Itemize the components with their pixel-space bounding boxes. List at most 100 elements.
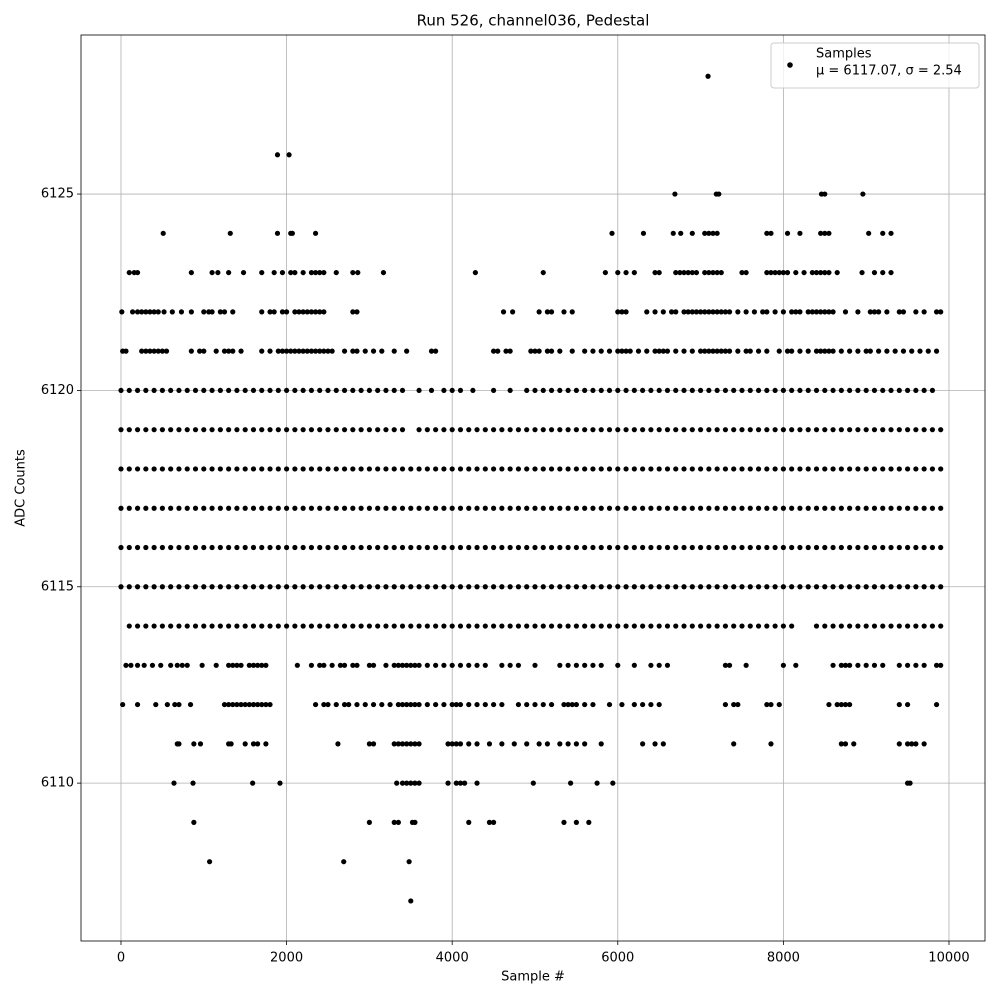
- y-axis-label: ADC Counts: [14, 449, 29, 527]
- data-point: [184, 427, 190, 433]
- data-point: [337, 662, 344, 668]
- data-point: [176, 623, 182, 629]
- data-point: [325, 348, 331, 354]
- data-point: [399, 466, 406, 472]
- data-point: [292, 623, 298, 629]
- data-point: [308, 309, 315, 315]
- data-point: [681, 309, 687, 315]
- data-point: [938, 466, 944, 472]
- data-point: [548, 427, 555, 433]
- data-point: [702, 230, 708, 236]
- data-point: [267, 584, 273, 590]
- data-point: [308, 466, 315, 472]
- data-point: [851, 741, 857, 747]
- data-point: [391, 505, 397, 511]
- data-point: [938, 584, 944, 590]
- legend-marker: [787, 62, 793, 68]
- data-point: [640, 466, 646, 472]
- data-point: [573, 466, 579, 472]
- data-point: [515, 544, 522, 551]
- data-point: [267, 427, 273, 433]
- data-point: [867, 348, 873, 354]
- data-point: [184, 387, 190, 394]
- data-point: [685, 309, 691, 315]
- data-point: [333, 427, 339, 433]
- data-point: [631, 387, 637, 394]
- data-point: [482, 584, 488, 590]
- data-point: [147, 348, 153, 354]
- data-point: [747, 623, 753, 629]
- data-point: [176, 741, 182, 747]
- data-point: [416, 505, 422, 511]
- data-point: [350, 309, 356, 315]
- data-point: [259, 387, 265, 394]
- data-point: [507, 387, 513, 394]
- data-point: [582, 741, 588, 747]
- data-point: [896, 584, 902, 590]
- data-point: [234, 387, 240, 394]
- data-point: [325, 427, 331, 433]
- data-point: [544, 309, 551, 315]
- data-point: [660, 741, 666, 747]
- data-point: [250, 584, 257, 590]
- data-point: [217, 505, 223, 511]
- data-point: [329, 348, 335, 354]
- data-point: [370, 348, 377, 354]
- data-point: [441, 544, 447, 551]
- data-point: [341, 348, 348, 354]
- data-point: [722, 623, 729, 629]
- data-point: [871, 269, 878, 276]
- chart-title: Run 526, channel036, Pedestal: [417, 12, 650, 30]
- data-point: [184, 544, 190, 551]
- data-point: [176, 544, 182, 551]
- data-point: [375, 466, 381, 472]
- data-point: [474, 466, 480, 472]
- data-point: [735, 701, 741, 708]
- data-point: [321, 701, 327, 708]
- data-point: [383, 505, 389, 511]
- data-point: [557, 505, 563, 511]
- data-point: [789, 544, 795, 551]
- data-point: [888, 623, 894, 629]
- data-point: [240, 269, 247, 276]
- data-point: [412, 780, 418, 786]
- data-point: [938, 662, 944, 668]
- data-point: [238, 662, 244, 668]
- data-point: [648, 623, 654, 629]
- data-point: [805, 584, 811, 590]
- data-point: [490, 544, 497, 551]
- data-point: [929, 387, 936, 394]
- data-point: [515, 623, 522, 629]
- data-point: [490, 466, 497, 472]
- data-point: [441, 505, 447, 511]
- data-point: [598, 505, 604, 511]
- data-point: [188, 348, 194, 354]
- data-point: [433, 701, 439, 708]
- data-point: [722, 466, 729, 472]
- data-point: [424, 466, 430, 472]
- data-point: [697, 623, 704, 629]
- data-point: [714, 269, 720, 276]
- data-point: [813, 544, 820, 551]
- data-point: [615, 309, 621, 315]
- data-point: [424, 662, 430, 668]
- data-point: [573, 427, 579, 433]
- data-point: [876, 309, 882, 315]
- data-point: [408, 662, 414, 668]
- data-point: [515, 466, 522, 472]
- data-point: [230, 662, 236, 668]
- data-point: [706, 584, 712, 590]
- data-point: [466, 741, 472, 747]
- data-point: [217, 309, 223, 315]
- data-point: [383, 544, 389, 551]
- data-point: [230, 348, 236, 354]
- data-point: [159, 505, 165, 511]
- data-point: [119, 309, 125, 315]
- data-point: [855, 662, 861, 668]
- data-point: [449, 741, 455, 747]
- data-point: [565, 741, 571, 747]
- data-point: [134, 623, 141, 629]
- data-point: [221, 348, 228, 354]
- data-point: [689, 387, 695, 394]
- data-point: [350, 544, 356, 551]
